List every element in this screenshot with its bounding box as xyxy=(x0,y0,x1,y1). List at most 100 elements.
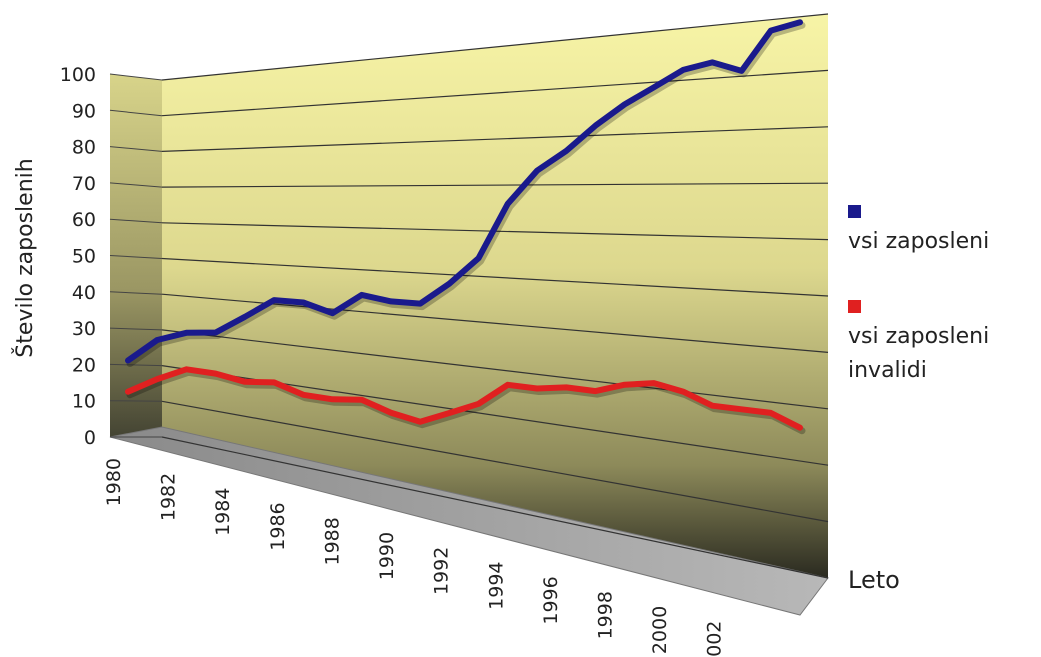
data-point xyxy=(243,315,247,319)
x-tick-label: 1992 xyxy=(431,547,453,595)
data-point xyxy=(126,390,130,394)
x-tick-label: 1980 xyxy=(103,458,125,506)
data-point xyxy=(447,282,451,286)
gridline xyxy=(161,257,829,297)
y-tick-label: 90 xyxy=(72,100,96,122)
data-point xyxy=(623,102,627,106)
legend-swatch-blue xyxy=(848,204,861,218)
y-axis-title: Število zaposlenih xyxy=(12,158,38,357)
data-point xyxy=(740,69,744,73)
data-point xyxy=(769,29,773,33)
gridline-side xyxy=(109,363,163,367)
series-line-1 xyxy=(125,19,803,364)
legend: vsi zaposleni vsi zaposleni invalidi xyxy=(848,200,1041,388)
x-tick-label: 2002 xyxy=(704,621,726,657)
x-tick-label: 1994 xyxy=(485,561,507,609)
gridline-side xyxy=(109,73,163,81)
y-tick-label: 10 xyxy=(72,391,96,413)
data-point xyxy=(184,367,188,371)
legend-label: vsi zaposleni xyxy=(848,229,990,254)
y-tick-label: 50 xyxy=(72,246,96,268)
data-point xyxy=(184,331,188,335)
data-point xyxy=(360,293,364,297)
gridline xyxy=(161,182,829,188)
data-point xyxy=(418,302,422,306)
legend-label: vsi zaposleni invalidi xyxy=(848,324,990,383)
data-point xyxy=(798,20,802,24)
x-tick-label: 1982 xyxy=(158,473,180,521)
data-point xyxy=(652,85,656,89)
gridline-side xyxy=(109,182,163,188)
gridline xyxy=(161,69,829,117)
x-axis-ticks: 1980 1982 1984 1986 1988 1990 1992 1994 1996 1998… xyxy=(103,458,726,657)
data-point xyxy=(214,331,218,335)
data-point xyxy=(506,383,510,387)
data-point xyxy=(126,359,130,363)
data-point xyxy=(681,68,685,72)
x-tick-label: 1988 xyxy=(321,517,343,565)
x-tick-label: 1986 xyxy=(267,502,289,550)
gridline xyxy=(161,13,829,81)
y-tick-label: 20 xyxy=(72,354,96,376)
x-tick-label: 1984 xyxy=(212,488,234,536)
y-tick-label: 60 xyxy=(72,209,96,231)
data-point xyxy=(331,311,335,315)
gridline xyxy=(161,400,829,523)
gridline-side xyxy=(109,400,163,402)
gridline xyxy=(161,126,829,152)
y-tick-label: 70 xyxy=(72,173,96,195)
data-point xyxy=(593,124,597,128)
data-point xyxy=(301,393,305,397)
data-point xyxy=(389,411,393,415)
gridline-side xyxy=(109,109,163,117)
data-point xyxy=(769,411,773,415)
data-point xyxy=(477,256,481,260)
data-point xyxy=(535,169,539,173)
data-point xyxy=(710,404,714,408)
x-tick-label: 1996 xyxy=(540,576,562,624)
data-point xyxy=(798,426,802,430)
data-point xyxy=(214,372,218,376)
legend-item-series-1: vsi zaposleni xyxy=(848,200,1041,259)
legend-item-series-2: vsi zaposleni invalidi xyxy=(848,295,1041,388)
gridline-side xyxy=(109,291,163,295)
data-point xyxy=(593,389,597,393)
gridline-side xyxy=(109,255,163,259)
data-point xyxy=(681,390,685,394)
data-point xyxy=(623,383,627,387)
x-tick-label: 2000 xyxy=(649,606,671,654)
data-point xyxy=(272,298,276,302)
data-point xyxy=(155,338,159,342)
data-point xyxy=(360,398,364,402)
gridline-side xyxy=(109,327,163,331)
gridline-side xyxy=(109,218,163,224)
x-tick-label: 1990 xyxy=(376,532,398,580)
gridline-side xyxy=(109,146,163,152)
gridline xyxy=(161,436,829,579)
series-shadow xyxy=(126,21,806,367)
data-point xyxy=(740,407,744,411)
legend-swatch-red xyxy=(848,299,861,313)
chart-back-wall xyxy=(162,14,828,578)
data-point xyxy=(243,380,247,384)
data-point xyxy=(272,380,276,384)
y-tick-label: 40 xyxy=(72,282,96,304)
y-tick-label: 0 xyxy=(84,427,96,449)
data-point xyxy=(301,301,305,305)
gridline xyxy=(161,329,829,410)
y-tick-label: 30 xyxy=(72,318,96,340)
y-tick-label: 100 xyxy=(60,64,96,86)
data-point xyxy=(447,411,451,415)
series-layer xyxy=(125,19,806,435)
y-tick-label: 80 xyxy=(72,137,96,159)
data-point xyxy=(535,387,539,391)
data-point xyxy=(564,149,568,153)
data-point xyxy=(652,381,656,385)
y-axis-ticks: 0 10 20 30 40 50 60 70 80 90 100 xyxy=(60,64,96,449)
data-point xyxy=(710,60,714,64)
series-line-2 xyxy=(125,366,803,431)
data-point xyxy=(389,299,393,303)
data-point xyxy=(506,202,510,206)
x-tick-label: 1998 xyxy=(594,591,616,639)
